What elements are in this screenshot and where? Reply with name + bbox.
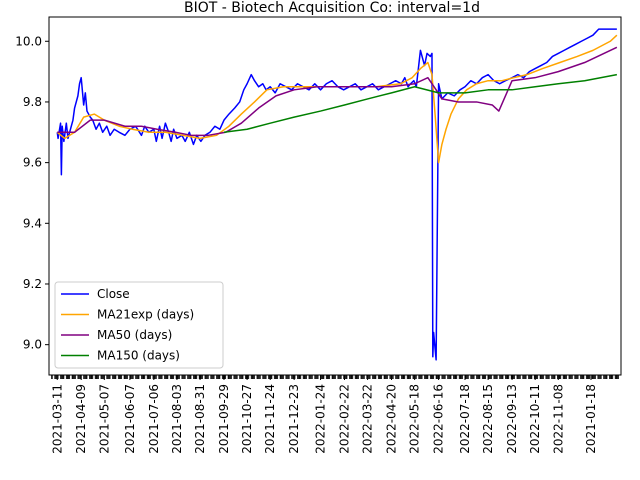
x-tick-label-11: 2022-01-24 [314, 384, 328, 454]
x-tick-label-2: 2021-05-07 [97, 384, 111, 454]
y-tick-label-1: 9.2 [23, 277, 42, 291]
x-tick-label-16: 2022-06-16 [432, 384, 446, 454]
x-tick-label-17: 2022-07-18 [458, 384, 472, 454]
x-tick-label-1: 2021-04-09 [74, 384, 88, 454]
x-tick-label-4: 2021-07-06 [147, 384, 161, 454]
x-tick-label-21: 2022-11-08 [551, 384, 565, 454]
x-tick-label-0: 2021-03-11 [50, 384, 64, 454]
legend-label-2: MA50 (days) [97, 328, 172, 342]
legend-box [54, 281, 224, 369]
y-tick-label-0: 9.0 [23, 338, 42, 352]
chart-title: BIOT - Biotech Acquisition Co: interval=… [184, 0, 480, 16]
x-tick-label-10: 2021-12-23 [287, 384, 301, 454]
legend: Close MA21exp (days) MA50 (days) MA150 (day… [54, 281, 224, 369]
x-tick-label-13: 2022-03-22 [361, 384, 375, 454]
x-tick-label-22: 2021-01-18 [584, 384, 598, 454]
x-tick-label-9: 2021-11-24 [263, 384, 277, 454]
y-tick-label-3: 9.6 [23, 156, 42, 170]
series-line-2 [57, 46, 618, 137]
x-tick-label-8: 2021-10-27 [240, 384, 254, 454]
x-tick-label-7: 2021-09-29 [217, 384, 231, 454]
x-tick-label-19: 2022-09-13 [505, 384, 519, 454]
series-line-1 [56, 34, 618, 164]
x-tick-label-18: 2022-08-15 [481, 384, 495, 454]
x-tick-label-6: 2021-08-31 [193, 384, 207, 454]
y-axis: 9.0 9.2 9.4 9.6 9.8 10.0 [15, 34, 49, 352]
y-tick-label-5: 10.0 [15, 34, 42, 48]
y-tick-label-2: 9.4 [23, 216, 42, 230]
legend-label-3: MA150 (days) [97, 349, 180, 363]
series-layer [56, 28, 618, 361]
x-tick-label-12: 2022-02-22 [337, 384, 351, 454]
legend-label-1: MA21exp (days) [97, 308, 194, 322]
x-axis: 2021-03-11 2021-04-09 2021-05-07 2021-06-07… [50, 375, 619, 454]
x-tick-label-5: 2021-08-03 [170, 384, 184, 454]
x-tick-label-20: 2022-10-11 [528, 384, 542, 454]
plot-frame [48, 16, 622, 376]
legend-label-0: Close [97, 287, 130, 301]
y-tick-label-4: 9.8 [23, 95, 42, 109]
x-tick-label-15: 2022-05-18 [408, 384, 422, 454]
x-tick-label-14: 2022-04-20 [385, 384, 399, 454]
x-tick-label-3: 2021-06-07 [123, 384, 137, 454]
series-line-3 [223, 73, 618, 134]
